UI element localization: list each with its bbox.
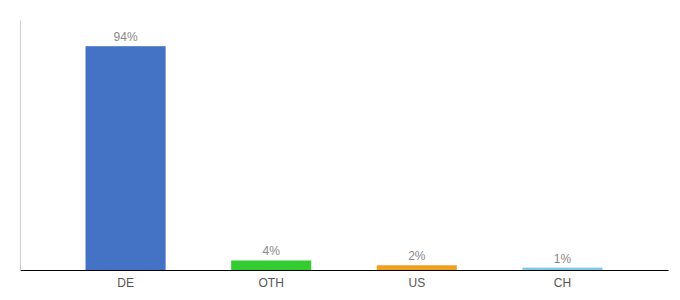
plot: 94% 4% 2% 1% DE OTH US CH [21,21,669,290]
y-axis-line [20,21,21,271]
data-label: 94% [114,30,138,44]
x-tick: CH [554,276,571,290]
bar [377,265,457,270]
data-label: 2% [408,249,426,263]
y-axis [20,21,21,271]
x-tick-label: OTH [259,276,284,290]
x-tick-label: DE [117,276,134,290]
x-tick-label: CH [554,276,571,290]
x-tick: DE [117,276,134,290]
chart: 94% 4% 2% 1% DE OTH US CH [0,0,680,300]
data-label: 4% [263,244,281,258]
bars [86,46,603,270]
bar [231,260,311,270]
x-axis: DE OTH US CH [21,271,669,290]
x-tick: US [408,276,425,290]
data-label: 1% [554,252,572,266]
x-tick-label: US [408,276,425,290]
x-tick: OTH [259,276,284,290]
bar [522,268,602,270]
bar [86,46,166,270]
data-labels: 94% 4% 2% 1% [114,30,572,265]
x-axis-line [21,270,669,271]
